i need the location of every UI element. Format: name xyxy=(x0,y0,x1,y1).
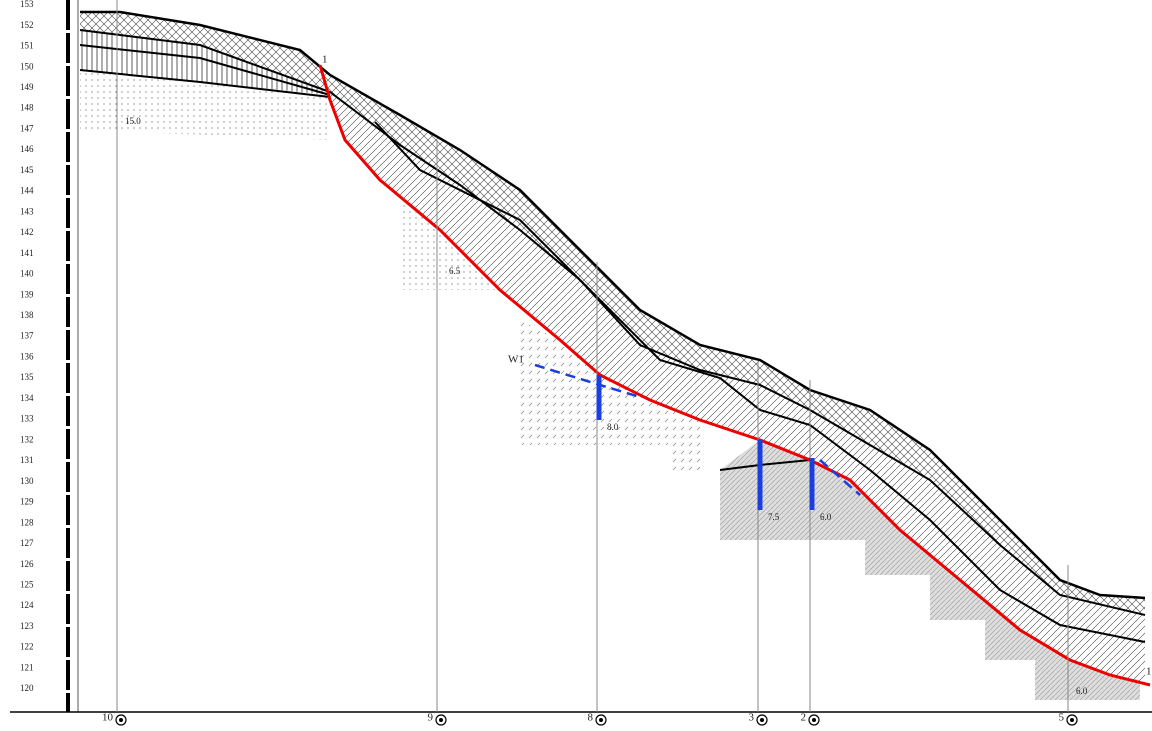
borehole-depth: 15.0 xyxy=(125,116,141,126)
elevation-label: 128 xyxy=(20,517,34,527)
elevation-label: 127 xyxy=(20,538,34,548)
elevation-label: 124 xyxy=(20,600,34,610)
elevation-label: 150 xyxy=(20,61,34,71)
elevation-label: 133 xyxy=(20,414,34,424)
elevation-label: 140 xyxy=(20,269,34,279)
borehole-depth: 6.0 xyxy=(1076,686,1088,696)
elevation-label: 130 xyxy=(20,476,34,486)
elevation-label: 123 xyxy=(20,621,34,631)
borehole-label: 2 xyxy=(801,712,807,724)
borehole-depth: 6.5 xyxy=(449,266,461,276)
elevation-label: 131 xyxy=(20,455,34,465)
borehole-label: 3 xyxy=(749,712,755,724)
elevation-label: 126 xyxy=(20,559,34,569)
elevation-label: 141 xyxy=(20,248,34,258)
borehole-label: 8 xyxy=(588,712,594,724)
section-label: 1 xyxy=(322,54,328,66)
elevation-label: 129 xyxy=(20,497,34,507)
elevation-label: 138 xyxy=(20,310,34,320)
borehole-depth: 8.0 xyxy=(607,422,619,432)
elevation-label: 143 xyxy=(20,206,34,216)
borehole-depth: 6.0 xyxy=(820,512,832,522)
borehole-symbol xyxy=(439,718,443,722)
elevation-label: 135 xyxy=(20,372,34,382)
elevation-label: 125 xyxy=(20,580,34,590)
elevation-label: 148 xyxy=(20,103,34,113)
borehole-symbol xyxy=(119,718,123,722)
elevation-label: 151 xyxy=(20,41,34,51)
borehole-label: 10 xyxy=(102,712,114,724)
elevation-label: 122 xyxy=(20,642,34,652)
elevation-label: 142 xyxy=(20,227,34,237)
borehole-symbol xyxy=(1070,718,1074,722)
elevation-label: 132 xyxy=(20,434,34,444)
borehole-symbol xyxy=(760,718,764,722)
borehole-symbol xyxy=(812,718,816,722)
elevation-label: 136 xyxy=(20,351,34,361)
borehole-symbol xyxy=(599,718,603,722)
borehole-label: 9 xyxy=(428,712,434,724)
elevation-label: 139 xyxy=(20,289,34,299)
elevation-label: 121 xyxy=(20,662,34,672)
elevation-label: 120 xyxy=(20,683,34,693)
elevation-label: 137 xyxy=(20,331,34,341)
water-label: W1 xyxy=(508,354,524,366)
elevation-label: 153 xyxy=(20,0,34,9)
elevation-label: 152 xyxy=(20,20,34,30)
elevation-label: 144 xyxy=(20,186,34,196)
elevation-label: 146 xyxy=(20,144,34,154)
section-label: 1 xyxy=(1146,666,1152,678)
cross-section: W1 1 1 153 152 151 150 149 148 147 146 145 144 143… xyxy=(0,0,1152,731)
borehole-depth: 7.5 xyxy=(768,512,780,522)
elevation-label: 134 xyxy=(20,393,34,403)
elevation-label: 147 xyxy=(20,123,34,133)
elevation-label: 149 xyxy=(20,82,34,92)
elevation-label: 145 xyxy=(20,165,34,175)
borehole-label: 5 xyxy=(1059,712,1065,724)
